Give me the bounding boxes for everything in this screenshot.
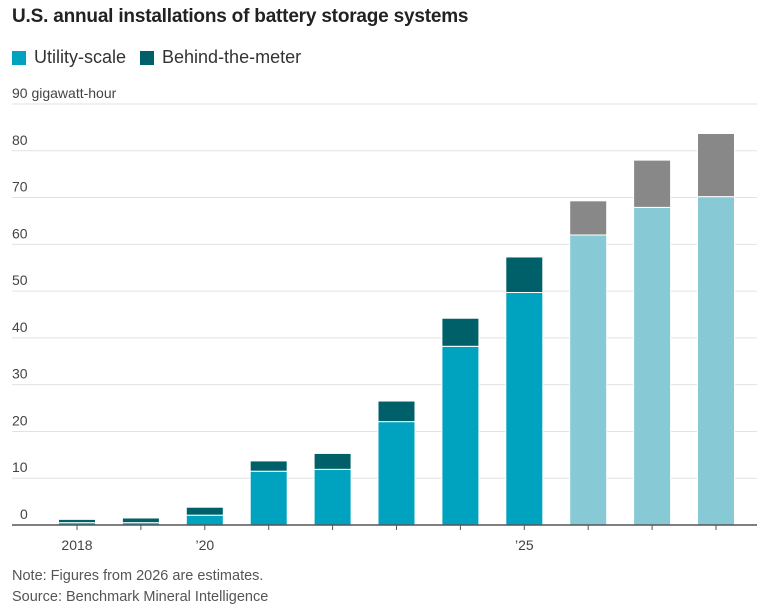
bar-utility-scale-2020 [185, 514, 224, 526]
y-tick-label-50: 50 [12, 272, 28, 288]
bar-behind-the-meter-2023 [377, 400, 416, 423]
bar-utility-scale-2021 [249, 470, 288, 526]
bar-behind-the-meter-2026 [569, 200, 608, 236]
bar-utility-scale-2028 [697, 196, 735, 526]
y-tick-label-0: 0 [20, 506, 28, 522]
bar-behind-the-meter-2018 [58, 518, 96, 524]
y-tick-label-40: 40 [12, 319, 28, 335]
bar-behind-the-meter-2020 [185, 506, 224, 516]
chart-notes: Note: Figures from 2026 are estimates. S… [12, 566, 268, 608]
y-tick-label-30: 30 [12, 366, 28, 382]
bar-behind-the-meter-2027 [633, 159, 672, 208]
y-tick-label-90: 90 gigawatt-hour [12, 85, 117, 101]
y-tick-label-10: 10 [12, 459, 28, 475]
y-tick-label-70: 70 [12, 179, 28, 195]
legend-swatch-utility-scale [12, 50, 26, 65]
bar-utility-scale-2026 [569, 234, 608, 526]
legend: Utility-scale Behind-the-meter [12, 47, 315, 68]
bar-behind-the-meter-2024 [441, 317, 480, 347]
x-tick-label-2018: 2018 [61, 537, 92, 553]
bar-utility-scale-2022 [313, 468, 352, 526]
legend-item-utility-scale: Utility-scale [12, 47, 126, 68]
bar-behind-the-meter-2022 [313, 452, 352, 470]
note-source: Source: Benchmark Mineral Intelligence [12, 589, 269, 605]
legend-swatch-behind-the-meter [140, 50, 155, 65]
bar-behind-the-meter-2025 [505, 256, 544, 294]
y-tick-label-60: 60 [12, 225, 28, 241]
legend-label-behind-the-meter: Behind-the-meter [162, 47, 302, 67]
bar-utility-scale-2023 [377, 421, 416, 526]
bar-utility-scale-2027 [633, 206, 672, 526]
bar-behind-the-meter-2019 [121, 517, 160, 524]
y-tick-label-80: 80 [12, 132, 28, 148]
x-tick-label-2020: ’20 [195, 537, 214, 553]
bar-behind-the-meter-2021 [249, 460, 288, 472]
bar-utility-scale-2024 [441, 345, 480, 526]
legend-item-behind-the-meter: Behind-the-meter [140, 47, 301, 68]
y-tick-label-20: 20 [12, 412, 28, 428]
bar-utility-scale-2025 [505, 292, 544, 526]
note-estimates: Note: Figures from 2026 are estimates. [12, 568, 264, 584]
legend-label-utility-scale: Utility-scale [34, 47, 127, 67]
chart-title: U.S. annual installations of battery sto… [12, 6, 469, 27]
bar-behind-the-meter-2028 [697, 132, 735, 198]
x-tick-label-2025: ’25 [515, 537, 534, 553]
